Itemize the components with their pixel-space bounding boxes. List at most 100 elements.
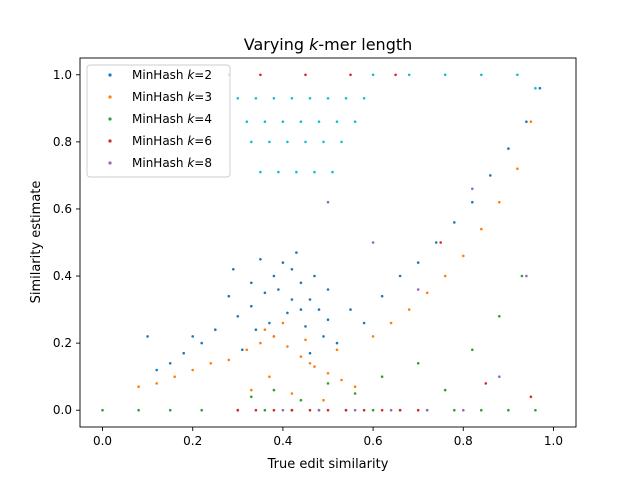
legend-label-k: k	[187, 112, 195, 126]
data-point-series-2	[353, 385, 357, 389]
data-point-series-1	[507, 147, 510, 150]
data-point-series-1	[236, 315, 240, 318]
data-point-series-1	[290, 268, 294, 271]
data-point-series-6	[290, 97, 294, 100]
data-point-series-6	[317, 120, 321, 123]
data-point-series-6	[322, 140, 325, 144]
data-point-series-1	[263, 291, 267, 295]
y-tick-label: 1.0	[53, 68, 72, 82]
data-point-series-4	[398, 408, 402, 412]
data-point-series-2	[407, 308, 411, 311]
points-layer	[101, 73, 542, 412]
data-point-series-1	[471, 200, 474, 204]
y-tick-label: 0.6	[53, 202, 72, 216]
data-point-series-1	[489, 174, 492, 177]
x-axis-label: True edit similarity	[267, 457, 389, 472]
data-point-series-2	[155, 382, 158, 385]
legend-label-suffix: =3	[194, 90, 212, 104]
legend-label-suffix: =8	[194, 156, 212, 170]
y-axis-label: Similarity estimate	[29, 181, 44, 304]
data-point-series-1	[453, 221, 456, 224]
data-point-series-2	[173, 375, 176, 379]
data-point-series-2	[272, 335, 276, 338]
data-point-series-1	[538, 86, 542, 90]
data-point-series-1	[349, 308, 352, 311]
y-tick-label: 0.4	[53, 269, 72, 283]
legend-marker	[108, 161, 112, 165]
data-point-series-5	[317, 408, 321, 412]
data-point-series-3	[416, 362, 420, 365]
data-point-series-2	[299, 355, 303, 358]
data-point-series-5	[281, 408, 285, 412]
data-point-series-1	[335, 341, 339, 345]
data-point-series-3	[498, 315, 501, 318]
chart-title-suffix: -mer length	[318, 35, 412, 54]
data-point-series-6	[534, 86, 537, 90]
data-point-series-3	[168, 408, 172, 412]
data-point-series-1	[182, 351, 185, 355]
data-point-series-6	[250, 140, 253, 144]
legend-label-suffix: =2	[194, 68, 212, 82]
legend-box	[86, 64, 231, 178]
data-point-series-1	[308, 351, 312, 355]
legend-label-k: k	[187, 90, 195, 104]
data-point-series-1	[250, 304, 253, 308]
data-point-series-1	[191, 335, 194, 338]
x-tick-label: 0.4	[273, 434, 292, 448]
data-point-series-4	[416, 408, 420, 412]
data-point-series-2	[371, 335, 375, 338]
chart-title-k: k	[309, 35, 319, 54]
data-point-series-4	[259, 73, 262, 77]
data-point-series-6	[480, 73, 483, 77]
legend-label-prefix: MinHash	[132, 68, 187, 82]
data-point-series-1	[434, 241, 438, 244]
data-point-series-1	[214, 328, 217, 332]
data-point-series-3	[380, 375, 384, 379]
x-tick-label: 0.0	[93, 434, 112, 448]
data-point-series-1	[322, 335, 325, 338]
data-point-series-3	[520, 274, 524, 278]
data-point-series-2	[340, 378, 343, 382]
data-point-series-1	[168, 362, 172, 365]
data-point-series-4	[272, 408, 276, 412]
data-point-series-1	[281, 261, 285, 264]
data-point-series-3	[200, 408, 203, 412]
data-point-series-6	[295, 170, 298, 174]
data-point-series-1	[290, 298, 294, 301]
legend-marker	[108, 139, 112, 143]
data-point-series-4	[304, 73, 307, 77]
data-point-series-6	[362, 97, 366, 100]
data-point-series-2	[286, 345, 289, 348]
legend-label-k: k	[187, 156, 195, 170]
data-point-series-3	[453, 408, 456, 412]
data-point-series-1	[525, 120, 528, 123]
data-point-series-2	[326, 372, 330, 375]
data-point-series-1	[362, 321, 366, 325]
data-point-series-2	[322, 398, 325, 402]
data-point-series-5	[389, 408, 393, 412]
data-point-series-3	[326, 382, 330, 385]
data-point-series-3	[263, 408, 267, 412]
data-point-series-1	[317, 308, 321, 311]
legend-label-prefix: MinHash	[132, 112, 187, 126]
data-point-series-4	[439, 241, 443, 244]
data-point-series-6	[313, 170, 316, 174]
data-point-series-6	[340, 140, 343, 144]
data-point-series-2	[425, 291, 429, 295]
data-point-series-4	[308, 408, 312, 412]
legend-entry-label: MinHash k=3	[132, 90, 212, 104]
data-point-series-1	[398, 274, 402, 278]
data-point-series-3	[272, 388, 276, 392]
data-point-series-2	[191, 368, 194, 372]
data-point-series-2	[304, 338, 307, 342]
data-point-series-4	[254, 408, 258, 412]
legend-entry-label: MinHash k=8	[132, 156, 212, 170]
data-point-series-2	[281, 321, 285, 325]
legend-marker	[108, 117, 112, 121]
data-point-series-2	[498, 200, 501, 204]
data-point-series-1	[227, 294, 231, 298]
legend-label-k: k	[187, 68, 195, 82]
data-point-series-6	[304, 140, 307, 144]
legend-entry-label: MinHash k=4	[132, 112, 212, 126]
